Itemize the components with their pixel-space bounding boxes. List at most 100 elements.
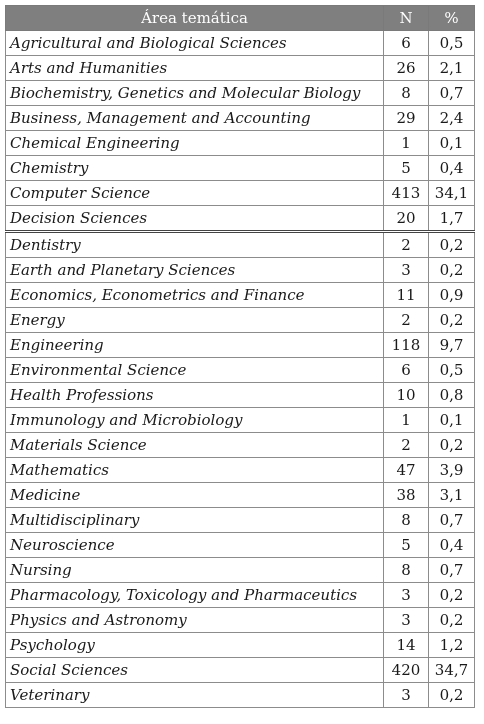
- n-cell: 11: [383, 282, 429, 308]
- pct-cell: 0,2: [428, 257, 475, 283]
- table-row: Immunology and Microbiology 1 0,1: [5, 407, 475, 433]
- area-cell: Veterinary: [5, 682, 384, 708]
- pct-cell: 34,1: [428, 180, 475, 206]
- n-cell: 3: [383, 682, 429, 708]
- table-row: Health Professions 10 0,8: [5, 382, 475, 408]
- table-row: Materials Science 2 0,2: [5, 432, 475, 458]
- n-cell: 2: [383, 432, 429, 458]
- n-cell: 20: [383, 205, 429, 233]
- area-cell: Health Professions: [5, 382, 384, 408]
- pct-cell: 0,2: [428, 607, 475, 633]
- area-cell: Materials Science: [5, 432, 384, 458]
- n-cell: 8: [383, 557, 429, 583]
- area-cell: Chemical Engineering: [5, 130, 384, 156]
- pct-cell: 3,1: [428, 482, 475, 508]
- table-row: Dentistry 2 0,2: [5, 231, 475, 258]
- table-row: Earth and Planetary Sciences 3 0,2: [5, 257, 475, 283]
- area-cell: Immunology and Microbiology: [5, 407, 384, 433]
- area-cell: Agricultural and Biological Sciences: [5, 30, 384, 56]
- area-cell: Physics and Astronomy: [5, 607, 384, 633]
- pct-cell: 0,5: [428, 30, 475, 56]
- table-row: Chemical Engineering 1 0,1: [5, 130, 475, 156]
- n-cell: 2: [383, 231, 429, 258]
- area-cell: Chemistry: [5, 155, 384, 181]
- area-cell: Psychology: [5, 632, 384, 658]
- pct-cell: 34,7: [428, 657, 475, 683]
- table-row: Decision Sciences 20 1,7: [5, 205, 475, 233]
- pct-cell: 0,2: [428, 231, 475, 258]
- table-row: Economics, Econometrics and Finance 11 0…: [5, 282, 475, 308]
- n-cell: 3: [383, 257, 429, 283]
- area-cell: Social Sciences: [5, 657, 384, 683]
- table-row: Biochemistry, Genetics and Molecular Bio…: [5, 80, 475, 106]
- n-cell: 29: [383, 105, 429, 131]
- pct-cell: 0,2: [428, 307, 475, 333]
- n-cell: 413: [383, 180, 429, 206]
- area-cell: Pharmacology, Toxicology and Pharmaceuti…: [5, 582, 384, 608]
- pct-cell: 0,1: [428, 407, 475, 433]
- pct-cell: 2,1: [428, 55, 475, 81]
- pct-cell: 0,2: [428, 582, 475, 608]
- pct-cell: 0,7: [428, 557, 475, 583]
- table-row: Social Sciences 420 34,7: [5, 657, 475, 683]
- n-cell: 14: [383, 632, 429, 658]
- table-row: Nursing 8 0,7: [5, 557, 475, 583]
- subject-area-table: Área temática N % Agricultural and Biolo…: [5, 5, 475, 708]
- pct-cell: 0,4: [428, 532, 475, 558]
- area-cell: Economics, Econometrics and Finance: [5, 282, 384, 308]
- n-cell: 38: [383, 482, 429, 508]
- table-row: Business, Management and Accounting 29 2…: [5, 105, 475, 131]
- area-cell: Biochemistry, Genetics and Molecular Bio…: [5, 80, 384, 106]
- table-row: Mathematics 47 3,9: [5, 457, 475, 483]
- pct-cell: 0,5: [428, 357, 475, 383]
- pct-cell: 3,9: [428, 457, 475, 483]
- pct-cell: 1,2: [428, 632, 475, 658]
- pct-cell: 0,7: [428, 507, 475, 533]
- table-row: Engineering 118 9,7: [5, 332, 475, 358]
- header-row: Área temática N %: [5, 5, 475, 31]
- n-cell: 6: [383, 357, 429, 383]
- area-cell: Earth and Planetary Sciences: [5, 257, 384, 283]
- table-row: Veterinary 3 0,2: [5, 682, 475, 708]
- n-cell: 3: [383, 607, 429, 633]
- pct-cell: 2,4: [428, 105, 475, 131]
- n-cell: 420: [383, 657, 429, 683]
- table-row: Multidisciplinary 8 0,7: [5, 507, 475, 533]
- n-cell: 47: [383, 457, 429, 483]
- n-cell: 8: [383, 507, 429, 533]
- pct-cell: 0,9: [428, 282, 475, 308]
- pct-cell: 9,7: [428, 332, 475, 358]
- area-cell: Mathematics: [5, 457, 384, 483]
- area-cell: Engineering: [5, 332, 384, 358]
- header-area: Área temática: [5, 5, 384, 31]
- n-cell: 8: [383, 80, 429, 106]
- table-row: Environmental Science 6 0,5: [5, 357, 475, 383]
- header-n: N: [383, 5, 429, 31]
- table-row: Computer Science 413 34,1: [5, 180, 475, 206]
- n-cell: 1: [383, 407, 429, 433]
- pct-cell: 0,2: [428, 682, 475, 708]
- pct-cell: 0,1: [428, 130, 475, 156]
- area-cell: Business, Management and Accounting: [5, 105, 384, 131]
- pct-cell: 0,2: [428, 432, 475, 458]
- pct-cell: 0,7: [428, 80, 475, 106]
- table-row: Energy 2 0,2: [5, 307, 475, 333]
- n-cell: 2: [383, 307, 429, 333]
- n-cell: 10: [383, 382, 429, 408]
- area-cell: Arts and Humanities: [5, 55, 384, 81]
- pct-cell: 1,7: [428, 205, 475, 233]
- area-cell: Environmental Science: [5, 357, 384, 383]
- table-row: Arts and Humanities 26 2,1: [5, 55, 475, 81]
- n-cell: 5: [383, 532, 429, 558]
- table-row: Pharmacology, Toxicology and Pharmaceuti…: [5, 582, 475, 608]
- area-cell: Medicine: [5, 482, 384, 508]
- table-row: Neuroscience 5 0,4: [5, 532, 475, 558]
- n-cell: 1: [383, 130, 429, 156]
- area-cell: Decision Sciences: [5, 205, 384, 233]
- table-body: Agricultural and Biological Sciences 6 0…: [5, 30, 475, 708]
- area-cell: Energy: [5, 307, 384, 333]
- n-cell: 6: [383, 30, 429, 56]
- area-cell: Computer Science: [5, 180, 384, 206]
- area-cell: Neuroscience: [5, 532, 384, 558]
- n-cell: 3: [383, 582, 429, 608]
